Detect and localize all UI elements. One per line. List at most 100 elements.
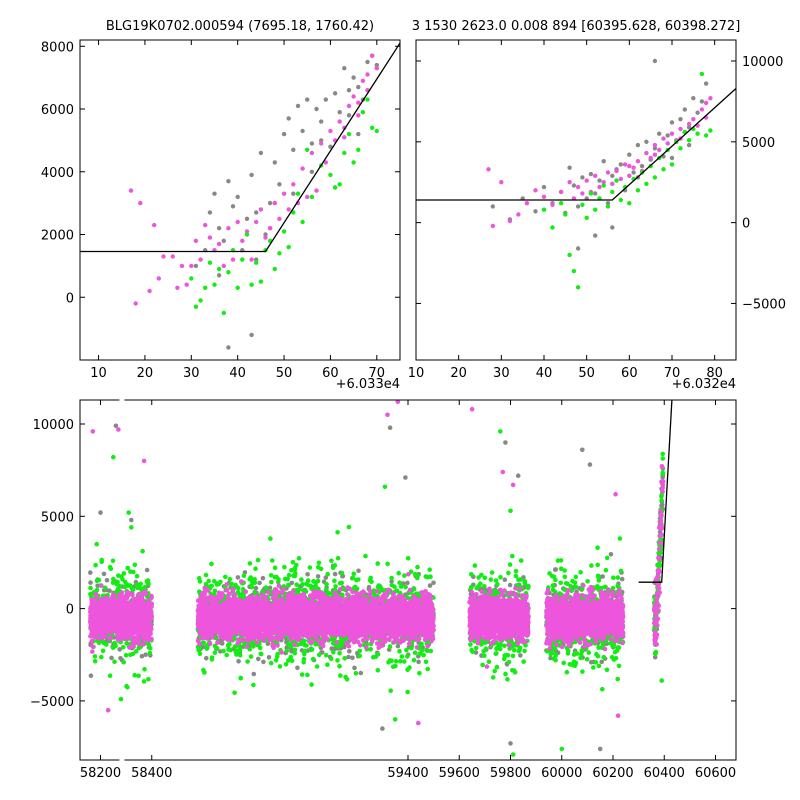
data-point	[132, 639, 137, 644]
data-point	[405, 689, 410, 695]
data-point	[123, 608, 129, 613]
data-point	[316, 652, 322, 658]
data-point	[94, 541, 99, 547]
data-point	[339, 570, 345, 576]
data-point	[226, 270, 231, 275]
data-point	[94, 578, 100, 584]
data-point	[147, 288, 152, 294]
data-point	[375, 561, 381, 566]
data-point	[337, 110, 342, 115]
data-point	[541, 194, 547, 199]
data-point	[146, 677, 151, 682]
data-point	[263, 585, 269, 590]
data-point	[490, 223, 495, 229]
data-point	[499, 180, 504, 185]
data-point	[122, 613, 127, 618]
data-point	[397, 648, 402, 654]
data-point	[332, 571, 338, 577]
data-point	[346, 103, 352, 109]
data-point	[103, 595, 109, 600]
data-point	[254, 257, 259, 262]
data-point	[605, 201, 611, 206]
data-point	[281, 229, 287, 234]
data-point	[370, 53, 375, 58]
x-tick-label: 60	[322, 366, 339, 381]
data-point	[338, 673, 343, 678]
data-point	[425, 574, 430, 580]
data-point	[133, 301, 138, 306]
data-point	[134, 596, 139, 602]
data-point	[203, 222, 208, 228]
data-point	[146, 638, 151, 643]
data-point	[269, 579, 274, 585]
data-point	[686, 142, 692, 148]
data-point	[360, 78, 366, 84]
data-point	[409, 645, 414, 651]
data-point	[588, 171, 594, 177]
data-point	[118, 599, 123, 605]
data-point	[686, 125, 692, 130]
data-point	[431, 580, 436, 586]
data-point	[88, 585, 93, 591]
x-tick-label: 10	[90, 366, 107, 381]
data-point	[170, 254, 175, 259]
data-point	[141, 636, 146, 642]
data-point	[309, 150, 315, 156]
data-point	[678, 146, 683, 151]
data-point	[138, 200, 143, 206]
data-point	[230, 204, 236, 209]
data-point	[88, 580, 93, 585]
data-point	[300, 128, 305, 134]
data-point	[315, 574, 321, 579]
data-point	[368, 575, 374, 581]
x-tick-label: 30	[493, 366, 510, 381]
data-point	[212, 650, 218, 655]
data-point	[370, 125, 375, 130]
data-point	[216, 266, 222, 272]
data-point	[639, 163, 645, 169]
data-point	[411, 586, 417, 592]
data-point	[402, 659, 407, 664]
data-point	[652, 152, 658, 157]
data-point	[627, 152, 632, 157]
data-point	[129, 610, 135, 615]
data-point	[305, 97, 310, 102]
data-point	[580, 202, 585, 207]
data-point	[313, 584, 319, 589]
data-point	[212, 191, 217, 196]
data-point	[346, 113, 352, 118]
data-point	[107, 635, 113, 641]
data-point	[141, 606, 147, 611]
x-tick-label: 40	[229, 366, 246, 381]
data-point	[405, 580, 410, 586]
data-point	[268, 573, 274, 578]
data-point	[140, 548, 145, 554]
data-point	[385, 561, 390, 567]
data-point	[292, 573, 298, 579]
data-point	[229, 581, 234, 587]
x-tick-label: 20	[450, 366, 467, 381]
data-point	[669, 162, 675, 167]
data-point	[274, 574, 279, 580]
data-point	[300, 582, 305, 587]
data-point	[703, 81, 709, 86]
data-point	[124, 640, 129, 646]
data-point	[112, 640, 117, 646]
data-point	[351, 571, 357, 576]
data-point	[319, 119, 324, 124]
data-point	[240, 257, 245, 262]
data-point	[407, 587, 413, 593]
data-point	[88, 570, 93, 575]
data-point	[678, 117, 683, 122]
data-point	[207, 235, 213, 240]
data-point	[266, 655, 272, 660]
data-point	[114, 581, 120, 587]
data-point	[417, 671, 422, 676]
data-point	[614, 178, 619, 183]
data-point	[301, 659, 307, 665]
data-point	[295, 665, 300, 671]
data-point	[351, 160, 356, 165]
data-point	[310, 656, 316, 662]
data-point	[337, 650, 342, 656]
data-point	[221, 310, 226, 316]
